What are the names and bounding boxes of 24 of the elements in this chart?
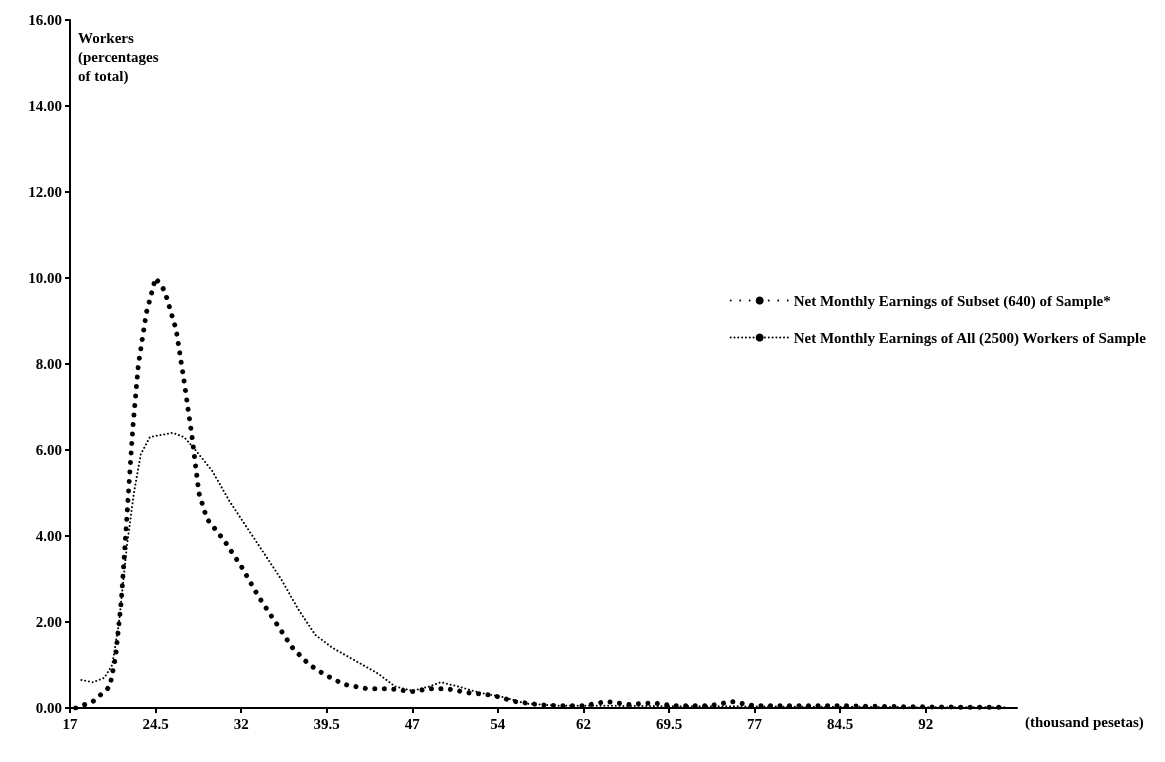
y-tick-label: 6.00	[35, 442, 62, 458]
y-tick-label: 12.00	[28, 184, 62, 200]
y-tick-label: 16.00	[28, 12, 62, 28]
x-axis-title: (thousand pesetas)	[1025, 713, 1144, 731]
x-tick-label: 84.5	[827, 715, 854, 732]
legend-label: Net Monthly Earnings of Subset (640) of Sample*	[793, 292, 1111, 310]
x-tick-label: 62	[575, 715, 591, 732]
x-tick-label: 47	[404, 715, 421, 732]
x-tick-label: 54	[490, 715, 506, 732]
y-tick-label: 10.00	[28, 270, 62, 286]
x-tick-label: 77	[747, 715, 763, 732]
y-tick-label: 4.00	[35, 528, 62, 544]
y-tick-label: 14.00	[28, 98, 62, 114]
x-tick-label: 32	[233, 715, 249, 732]
y-tick-label: 0.00	[35, 700, 62, 716]
x-tick-label: 39.5	[313, 715, 340, 732]
x-tick-label: 69.5	[655, 715, 683, 732]
x-tick-label: 24.5	[142, 715, 169, 732]
x-tick-label: 92	[918, 715, 934, 732]
x-tick-label: 17	[62, 715, 78, 732]
y-axis-title: Workers (percentages of total)	[78, 29, 159, 85]
y-tick-label: 2.00	[35, 614, 62, 630]
y-tick-label: 8.00	[35, 356, 62, 372]
legend-label: Net Monthly Earnings of All (2500) Workers of Sample	[793, 329, 1147, 347]
